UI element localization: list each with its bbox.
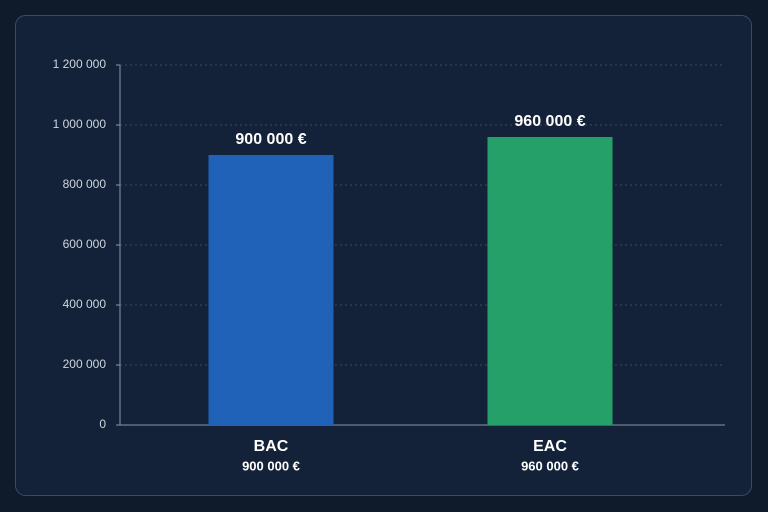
x-value-label: 900 000 € xyxy=(242,458,300,473)
y-tick-label: 600 000 xyxy=(63,237,107,251)
bar xyxy=(208,155,334,425)
y-tick-label: 1 200 000 xyxy=(53,57,107,71)
y-tick-label: 400 000 xyxy=(63,297,107,311)
value-label: 900 000 € xyxy=(235,131,306,148)
y-tick-label: 800 000 xyxy=(63,177,107,191)
y-tick-label: 200 000 xyxy=(63,357,107,371)
y-tick-label: 1 000 000 xyxy=(53,117,107,131)
x-tick-label: EAC xyxy=(533,438,567,455)
card xyxy=(15,15,752,496)
value-label: 960 000 € xyxy=(514,113,585,130)
bar xyxy=(487,137,613,425)
x-tick-label: BAC xyxy=(254,438,289,455)
x-value-label: 960 000 € xyxy=(521,458,579,473)
y-tick-label: 0 xyxy=(99,417,106,431)
